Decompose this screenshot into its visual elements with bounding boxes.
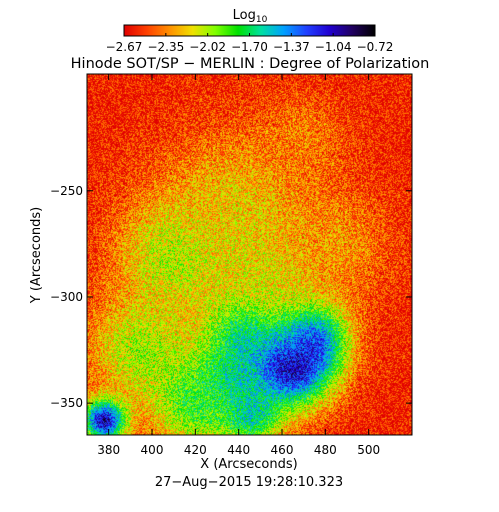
colorbar: Log10 −2.67 −2.35 −2.02 −1.70 −1.37 −1.04 −0.7… bbox=[106, 8, 394, 54]
x-tick-label: 420 bbox=[184, 443, 207, 457]
colorbar-tick-label: −0.72 bbox=[357, 40, 394, 54]
colorbar-tick-label: −2.35 bbox=[147, 40, 184, 54]
colorbar-tick-label: −1.70 bbox=[231, 40, 268, 54]
observation-timestamp: 27−Aug−2015 19:28:10.323 bbox=[155, 475, 343, 490]
colorbar-tick-label: −1.04 bbox=[315, 40, 352, 54]
polarization-map bbox=[87, 74, 412, 435]
x-tick-label: 380 bbox=[97, 443, 120, 457]
x-tick-label: 500 bbox=[357, 443, 380, 457]
x-tick-label: 460 bbox=[271, 443, 294, 457]
y-axis-label: Y (Arcseconds) bbox=[29, 207, 44, 304]
x-tick-label: 440 bbox=[227, 443, 250, 457]
y-axis-ticks: −250 −300 −350 bbox=[50, 184, 412, 410]
x-axis-ticks: 380 400 420 440 460 480 500 bbox=[97, 74, 380, 457]
colorbar-ticks: −2.67 −2.35 −2.02 −1.70 −1.37 −1.04 −0.72 bbox=[106, 33, 394, 54]
y-tick-label: −250 bbox=[50, 184, 83, 198]
chart-title: Hinode SOT/SP − MERLIN : Degree of Polar… bbox=[71, 56, 430, 72]
plot-frame bbox=[86, 73, 413, 436]
x-axis-label: X (Arcseconds) bbox=[200, 457, 297, 472]
colorbar-label: Log10 bbox=[233, 8, 268, 25]
y-tick-label: −300 bbox=[50, 290, 83, 304]
y-tick-label: −350 bbox=[50, 396, 83, 410]
colorbar-tick-label: −2.02 bbox=[189, 40, 226, 54]
x-tick-label: 480 bbox=[314, 443, 337, 457]
colorbar-tick-label: −1.37 bbox=[273, 40, 310, 54]
map-area bbox=[86, 73, 413, 436]
x-tick-label: 400 bbox=[141, 443, 164, 457]
colorbar-tick-label: −2.67 bbox=[106, 40, 143, 54]
